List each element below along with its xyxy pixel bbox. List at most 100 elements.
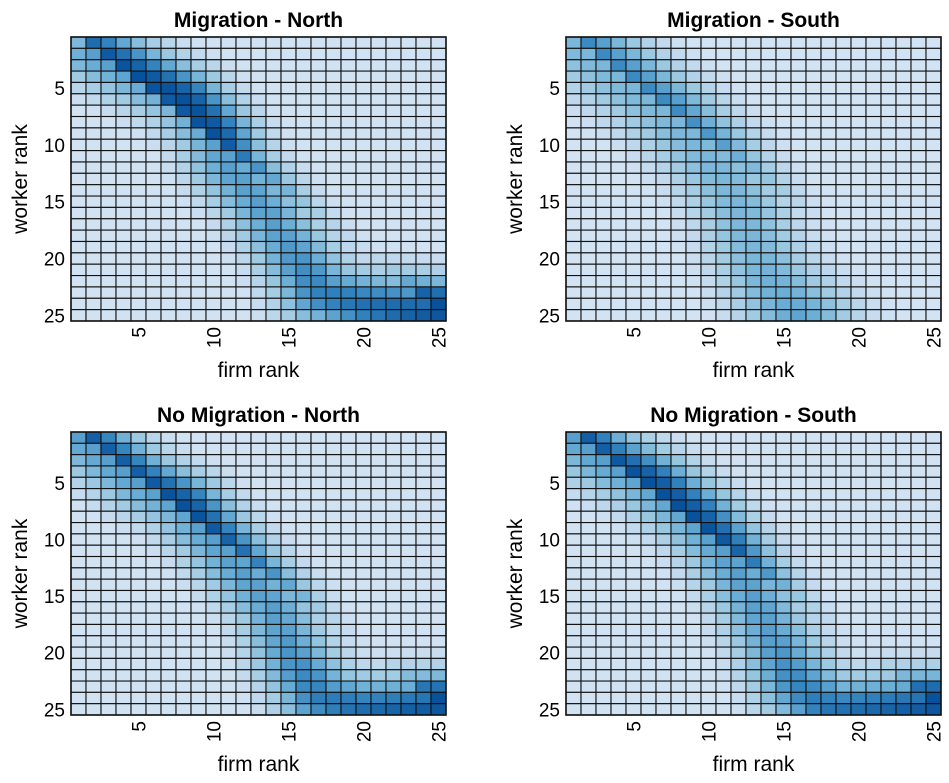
heatmap-cell <box>370 297 387 311</box>
heatmap-cell <box>565 81 582 95</box>
heatmap-cell <box>115 47 132 61</box>
heatmap-cell <box>145 93 162 106</box>
heatmap-cell <box>655 59 672 72</box>
heatmap-cell <box>385 578 402 592</box>
heatmap-cell <box>565 297 582 311</box>
heatmap-cell <box>850 161 867 174</box>
heatmap-cell <box>310 263 327 277</box>
panel-title: Migration - North <box>174 9 343 32</box>
heatmap-cell <box>580 184 597 197</box>
heatmap-cell <box>655 612 672 625</box>
heatmap-cell <box>625 93 642 106</box>
heatmap-cell <box>610 263 627 277</box>
heatmap-cell <box>760 454 777 467</box>
heatmap-cell <box>835 104 852 118</box>
heatmap-cell <box>385 442 402 456</box>
heatmap-cell <box>235 465 252 478</box>
heatmap-cell <box>760 93 777 106</box>
heatmap-cell <box>175 138 192 152</box>
y-tick-label: 20 <box>44 644 65 665</box>
heatmap-cell <box>790 104 807 118</box>
heatmap-cells <box>70 36 447 322</box>
heatmap-cell <box>280 555 297 569</box>
heatmap-cell <box>685 104 702 118</box>
heatmap-cell <box>250 578 267 592</box>
heatmap-cell <box>250 275 267 288</box>
heatmap-cell <box>910 252 927 265</box>
heatmap-cell <box>355 309 372 322</box>
heatmap-cell <box>820 115 837 129</box>
heatmap-cell <box>325 263 342 277</box>
x-tick-label: 15 <box>280 327 301 348</box>
heatmap-cell <box>820 47 837 61</box>
heatmap-cell <box>580 488 597 501</box>
heatmap-cell <box>760 286 777 299</box>
heatmap-cell <box>70 499 87 512</box>
heatmap-cell <box>745 691 762 705</box>
heatmap-cell <box>250 240 267 254</box>
heatmap-cell <box>655 195 672 208</box>
heatmap-cell <box>130 499 147 512</box>
heatmap-cell <box>820 476 837 490</box>
heatmap-cell <box>85 601 102 614</box>
heatmap-cell <box>295 195 312 208</box>
heatmap-cell <box>595 275 612 288</box>
heatmap-cell <box>910 555 927 569</box>
heatmap-cell <box>730 218 747 231</box>
heatmap-cell <box>145 240 162 254</box>
heatmap-cell <box>280 93 297 106</box>
heatmap-cell <box>70 138 87 152</box>
heatmap-cell <box>925 431 942 444</box>
heatmap-cell <box>430 431 447 444</box>
heatmap-cell <box>280 465 297 478</box>
heatmap-cell <box>205 703 222 716</box>
heatmap-cell <box>310 703 327 716</box>
heatmap-cell <box>370 635 387 648</box>
heatmap-cell <box>385 646 402 659</box>
heatmap-cell <box>865 635 882 648</box>
heatmap-cell <box>730 703 747 716</box>
heatmap-cell <box>820 623 837 637</box>
heatmap-cell <box>580 510 597 524</box>
heatmap-cell <box>175 510 192 524</box>
heatmap-cell <box>865 172 882 186</box>
heatmap-cell <box>280 297 297 311</box>
heatmap-cell <box>790 635 807 648</box>
heatmap-cell <box>775 431 792 444</box>
heatmap-cell <box>745 499 762 512</box>
heatmap-cell <box>865 218 882 231</box>
heatmap-cell <box>595 646 612 659</box>
heatmap-cell <box>430 150 447 163</box>
heatmap-cell <box>775 488 792 501</box>
heatmap-cell <box>595 127 612 140</box>
heatmap-cell <box>280 578 297 592</box>
heatmap-cell <box>565 161 582 174</box>
heatmap-cell <box>85 229 102 243</box>
heatmap-cell <box>730 172 747 186</box>
heatmap-cell <box>820 589 837 603</box>
heatmap-cell <box>370 465 387 478</box>
heatmap-cell <box>925 623 942 637</box>
heatmap-cell <box>730 612 747 625</box>
heatmap-cell <box>730 150 747 163</box>
heatmap-cell <box>625 465 642 478</box>
heatmap-cell <box>430 465 447 478</box>
heatmap-cell <box>355 240 372 254</box>
heatmap-cell <box>595 138 612 152</box>
heatmap-cell <box>310 206 327 220</box>
heatmap-cell <box>895 229 912 243</box>
heatmap-cell <box>625 510 642 524</box>
heatmap-cell <box>565 589 582 603</box>
heatmap-cell <box>850 635 867 648</box>
heatmap-cell <box>265 297 282 311</box>
heatmap-cell <box>400 589 417 603</box>
heatmap-cell <box>385 533 402 546</box>
heatmap-cell <box>655 488 672 501</box>
x-tick-label: 10 <box>700 721 721 742</box>
heatmap-cell <box>820 635 837 648</box>
heatmap-cell <box>115 263 132 277</box>
heatmap-cell <box>805 104 822 118</box>
heatmap-cell <box>235 691 252 705</box>
heatmap-cell <box>355 589 372 603</box>
heatmap-cell <box>910 567 927 580</box>
